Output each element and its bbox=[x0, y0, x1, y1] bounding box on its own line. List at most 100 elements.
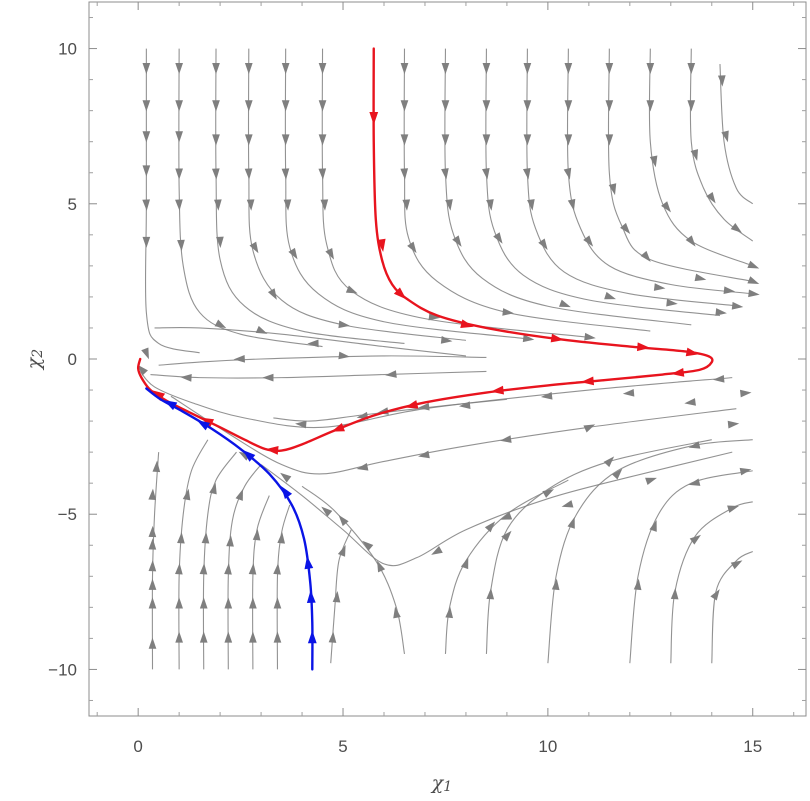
field-arrow bbox=[445, 199, 453, 211]
field-arrow bbox=[694, 273, 707, 282]
field-arrow bbox=[273, 631, 282, 643]
field-arrow bbox=[148, 559, 157, 572]
field-streamline bbox=[227, 464, 262, 670]
field-arrow bbox=[321, 506, 333, 517]
field-arrow bbox=[688, 478, 701, 486]
field-arrow bbox=[249, 597, 257, 609]
field-arrow bbox=[201, 532, 210, 544]
upper-trajectory-arrow bbox=[265, 446, 279, 455]
field-arrow bbox=[527, 199, 535, 211]
field-arrow bbox=[684, 398, 696, 406]
field-arrow bbox=[255, 325, 268, 334]
field-arrow bbox=[318, 168, 327, 180]
field-arrow bbox=[402, 199, 411, 211]
field-arrow bbox=[318, 100, 327, 112]
field-arrow bbox=[484, 521, 496, 533]
field-arrow bbox=[486, 587, 495, 600]
field-arrow bbox=[649, 519, 657, 532]
field-arrow bbox=[523, 134, 532, 146]
field-arrow bbox=[148, 488, 157, 501]
vector-field-arrows bbox=[137, 62, 760, 649]
field-arrow bbox=[209, 482, 217, 495]
field-arrow bbox=[152, 460, 161, 473]
field-arrow bbox=[362, 540, 374, 551]
field-arrow bbox=[640, 250, 651, 262]
upper-trajectory-arrow bbox=[636, 342, 651, 352]
field-arrow bbox=[212, 100, 220, 112]
field-arrow bbox=[710, 589, 720, 601]
field-arrow bbox=[148, 597, 157, 609]
field-arrow bbox=[458, 401, 471, 409]
field-arrow bbox=[338, 515, 349, 527]
field-arrow bbox=[563, 167, 572, 180]
field-arrow bbox=[244, 134, 253, 146]
field-arrow bbox=[142, 62, 151, 75]
field-arrow bbox=[244, 168, 253, 180]
field-arrow bbox=[689, 534, 701, 545]
field-arrow bbox=[723, 286, 736, 295]
field-arrow bbox=[730, 223, 742, 233]
field-arrow bbox=[224, 563, 232, 575]
field-arrow bbox=[500, 512, 513, 520]
field-arrow bbox=[445, 606, 454, 619]
field-arrow bbox=[646, 62, 655, 75]
field-arrow bbox=[281, 168, 290, 180]
field-arrow bbox=[523, 62, 532, 75]
field-arrow bbox=[727, 505, 739, 513]
field-streamline bbox=[403, 48, 651, 332]
field-arrow bbox=[377, 560, 386, 573]
field-arrow bbox=[730, 560, 743, 570]
y-tick-label: 0 bbox=[68, 350, 77, 369]
upper-trajectory-arrow bbox=[404, 400, 419, 409]
field-arrow bbox=[567, 516, 575, 529]
x-tick-label: 15 bbox=[743, 737, 762, 756]
field-arrow bbox=[400, 100, 409, 112]
field-arrow bbox=[142, 165, 151, 177]
field-arrow bbox=[747, 276, 760, 285]
field-arrow bbox=[452, 235, 462, 247]
field-arrow bbox=[214, 319, 227, 329]
field-streamline bbox=[139, 371, 733, 429]
x-axis-label: χ1 bbox=[430, 772, 452, 795]
field-arrow bbox=[246, 199, 255, 211]
upper-trajectory-arrow bbox=[580, 376, 595, 386]
field-arrow bbox=[567, 198, 576, 211]
x-axis-label-symbol: χ bbox=[430, 772, 445, 794]
lower-trajectory-arrow bbox=[307, 630, 317, 644]
field-streamline bbox=[260, 451, 733, 567]
field-streamline bbox=[711, 550, 754, 664]
field-arrow bbox=[288, 247, 298, 260]
field-arrow bbox=[252, 528, 261, 541]
field-streamline bbox=[629, 470, 753, 664]
field-arrow bbox=[142, 131, 151, 143]
field-arrow bbox=[142, 100, 151, 112]
field-arrow bbox=[418, 402, 430, 411]
lower-trajectory-arrow bbox=[196, 420, 211, 431]
field-arrow bbox=[175, 62, 183, 75]
field-arrow bbox=[212, 62, 220, 75]
field-arrow bbox=[325, 247, 334, 260]
field-arrow bbox=[338, 351, 350, 360]
field-arrow bbox=[620, 222, 631, 234]
upper-trajectory-arrow bbox=[393, 287, 407, 300]
x-tick-label: 10 bbox=[538, 737, 557, 756]
field-arrow bbox=[441, 100, 450, 112]
field-arrow bbox=[687, 100, 696, 112]
upper-trajectory bbox=[136, 47, 714, 453]
field-streamline bbox=[670, 501, 753, 664]
field-arrow bbox=[249, 631, 257, 643]
field-arrow bbox=[142, 236, 151, 249]
field-arrow bbox=[281, 100, 290, 112]
field-arrow bbox=[175, 100, 183, 112]
field-arrow bbox=[486, 199, 494, 211]
x-tick-label: 5 bbox=[338, 737, 347, 756]
field-arrow bbox=[748, 289, 760, 298]
field-arrow bbox=[633, 578, 642, 591]
field-arrow bbox=[584, 332, 596, 341]
field-arrow bbox=[482, 100, 491, 112]
field-arrow bbox=[564, 62, 573, 75]
field-arrow bbox=[248, 563, 257, 575]
field-arrow bbox=[199, 597, 208, 609]
field-streamline bbox=[607, 48, 753, 282]
x-axis-label-index: 1 bbox=[443, 779, 452, 795]
